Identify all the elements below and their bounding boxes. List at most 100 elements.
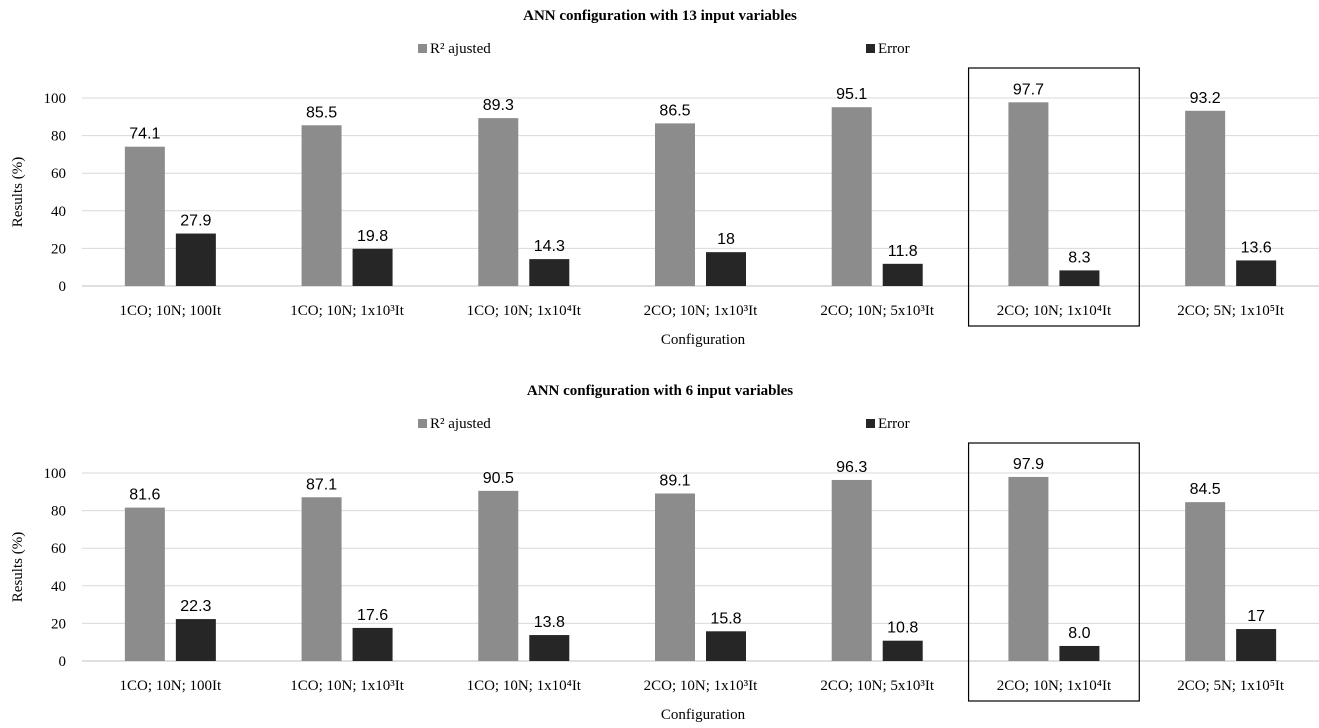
data-label: 13.8 — [534, 614, 565, 631]
data-label: 84.5 — [1190, 481, 1221, 498]
legend-label: R² ajusted — [430, 416, 491, 432]
category-label: 2CO; 10N; 1x10³It — [644, 303, 758, 319]
highlight-box — [967, 67, 1140, 327]
bar-r2 — [655, 493, 695, 661]
category-label: 1CO; 10N; 1x10⁴It — [467, 678, 582, 694]
category-label: 1CO; 10N; 100It — [120, 303, 223, 319]
category-label: 2CO; 10N; 1x10³It — [644, 678, 758, 694]
bar-r2 — [655, 123, 695, 286]
data-label: 11.8 — [888, 243, 918, 260]
bar-error — [1236, 260, 1277, 286]
bar-r2 — [1008, 102, 1049, 286]
y-tick-label: 40 — [51, 579, 66, 595]
bar-error — [706, 252, 746, 286]
category-label: 2CO; 10N; 1x10⁴It — [997, 303, 1112, 319]
category-label: 2CO; 10N; 1x10⁴It — [997, 678, 1112, 694]
chart-6-inputs: ANN configuration with 6 input variables… — [10, 383, 1319, 723]
bar-error — [882, 263, 923, 286]
bar-error — [175, 619, 216, 661]
data-label: 14.3 — [534, 238, 565, 255]
data-label: 17 — [1247, 608, 1265, 625]
y-tick-label: 60 — [51, 166, 66, 182]
data-label: 17.6 — [357, 607, 388, 624]
category-label: 2CO; 10N; 5x10³It — [820, 678, 934, 694]
y-tick-label: 80 — [51, 504, 66, 520]
chart-title: ANN configuration with 6 input variables — [527, 383, 793, 399]
bar-r2 — [831, 479, 872, 661]
legend-swatch — [418, 419, 427, 428]
category-label: 1CO; 10N; 1x10⁴It — [467, 303, 582, 319]
legend-label: Error — [878, 41, 910, 57]
bar-r2 — [478, 490, 519, 661]
data-label: 27.9 — [180, 213, 211, 230]
data-label: 13.6 — [1241, 239, 1272, 256]
highlight-box — [967, 442, 1140, 702]
bar-error — [1059, 270, 1100, 286]
data-label: 85.5 — [306, 104, 337, 121]
data-label: 89.3 — [483, 97, 514, 114]
bar-r2 — [1185, 110, 1226, 286]
bar-r2 — [831, 107, 872, 286]
data-label: 97.7 — [1013, 81, 1044, 98]
bar-error — [706, 631, 746, 661]
bar-r2 — [1008, 476, 1049, 661]
data-label: 81.6 — [129, 487, 160, 504]
data-label: 93.2 — [1190, 90, 1221, 107]
bar-error — [529, 635, 570, 661]
data-label: 74.1 — [129, 126, 160, 143]
bar-error — [529, 259, 570, 286]
bar-r2 — [301, 125, 342, 286]
bar-r2 — [124, 146, 165, 286]
y-tick-label: 60 — [51, 541, 66, 557]
data-label: 89.1 — [659, 472, 690, 489]
y-axis-title: Results (%) — [10, 532, 26, 602]
data-label: 86.5 — [659, 102, 690, 119]
legend-label: Error — [878, 416, 910, 432]
y-tick-label: 20 — [51, 241, 66, 257]
bar-error — [352, 248, 393, 286]
data-label: 10.8 — [887, 620, 918, 637]
y-tick-label: 40 — [51, 204, 66, 220]
chart-13-inputs: ANN configuration with 13 input variable… — [10, 8, 1319, 348]
chart-title: ANN configuration with 13 input variable… — [523, 8, 797, 24]
category-label: 1CO; 10N; 1x10³It — [290, 303, 404, 319]
category-label: 1CO; 10N; 100It — [120, 678, 223, 694]
data-label: 18 — [717, 231, 735, 248]
y-tick-label: 0 — [59, 279, 67, 295]
bar-error — [175, 233, 216, 286]
legend: R² ajusted Error — [418, 416, 910, 432]
legend-label: R² ajusted — [430, 41, 491, 57]
legend: R² ajusted Error — [418, 41, 910, 57]
data-label: 15.8 — [710, 610, 741, 627]
bar-error — [1059, 645, 1100, 661]
data-label: 19.8 — [357, 228, 388, 245]
data-label: 97.9 — [1013, 456, 1044, 473]
x-axis-title: Configuration — [661, 332, 746, 348]
bar-r2 — [301, 497, 342, 661]
bar-r2 — [478, 118, 519, 286]
y-tick-label: 20 — [51, 616, 66, 632]
data-label: 8.3 — [1068, 249, 1090, 266]
bar-r2 — [124, 507, 165, 661]
category-label: 1CO; 10N; 1x10³It — [290, 678, 404, 694]
x-axis-title: Configuration — [661, 707, 746, 723]
data-label: 95.1 — [836, 86, 867, 103]
data-label: 96.3 — [836, 459, 867, 476]
y-axis-title: Results (%) — [10, 157, 26, 227]
y-tick-label: 100 — [44, 466, 67, 482]
category-label: 2CO; 5N; 1x10⁵It — [1177, 678, 1285, 694]
y-tick-label: 100 — [44, 91, 67, 107]
bar-error — [1236, 629, 1277, 661]
data-label: 90.5 — [483, 470, 514, 487]
category-label: 2CO; 10N; 5x10³It — [820, 303, 934, 319]
legend-swatch — [866, 419, 875, 428]
category-label: 2CO; 5N; 1x10⁵It — [1177, 303, 1285, 319]
y-tick-label: 80 — [51, 129, 66, 145]
y-tick-label: 0 — [59, 654, 67, 670]
data-label: 87.1 — [306, 476, 337, 493]
data-label: 8.0 — [1068, 625, 1090, 642]
legend-swatch — [866, 44, 875, 53]
bar-error — [882, 640, 923, 661]
data-label: 22.3 — [180, 598, 211, 615]
